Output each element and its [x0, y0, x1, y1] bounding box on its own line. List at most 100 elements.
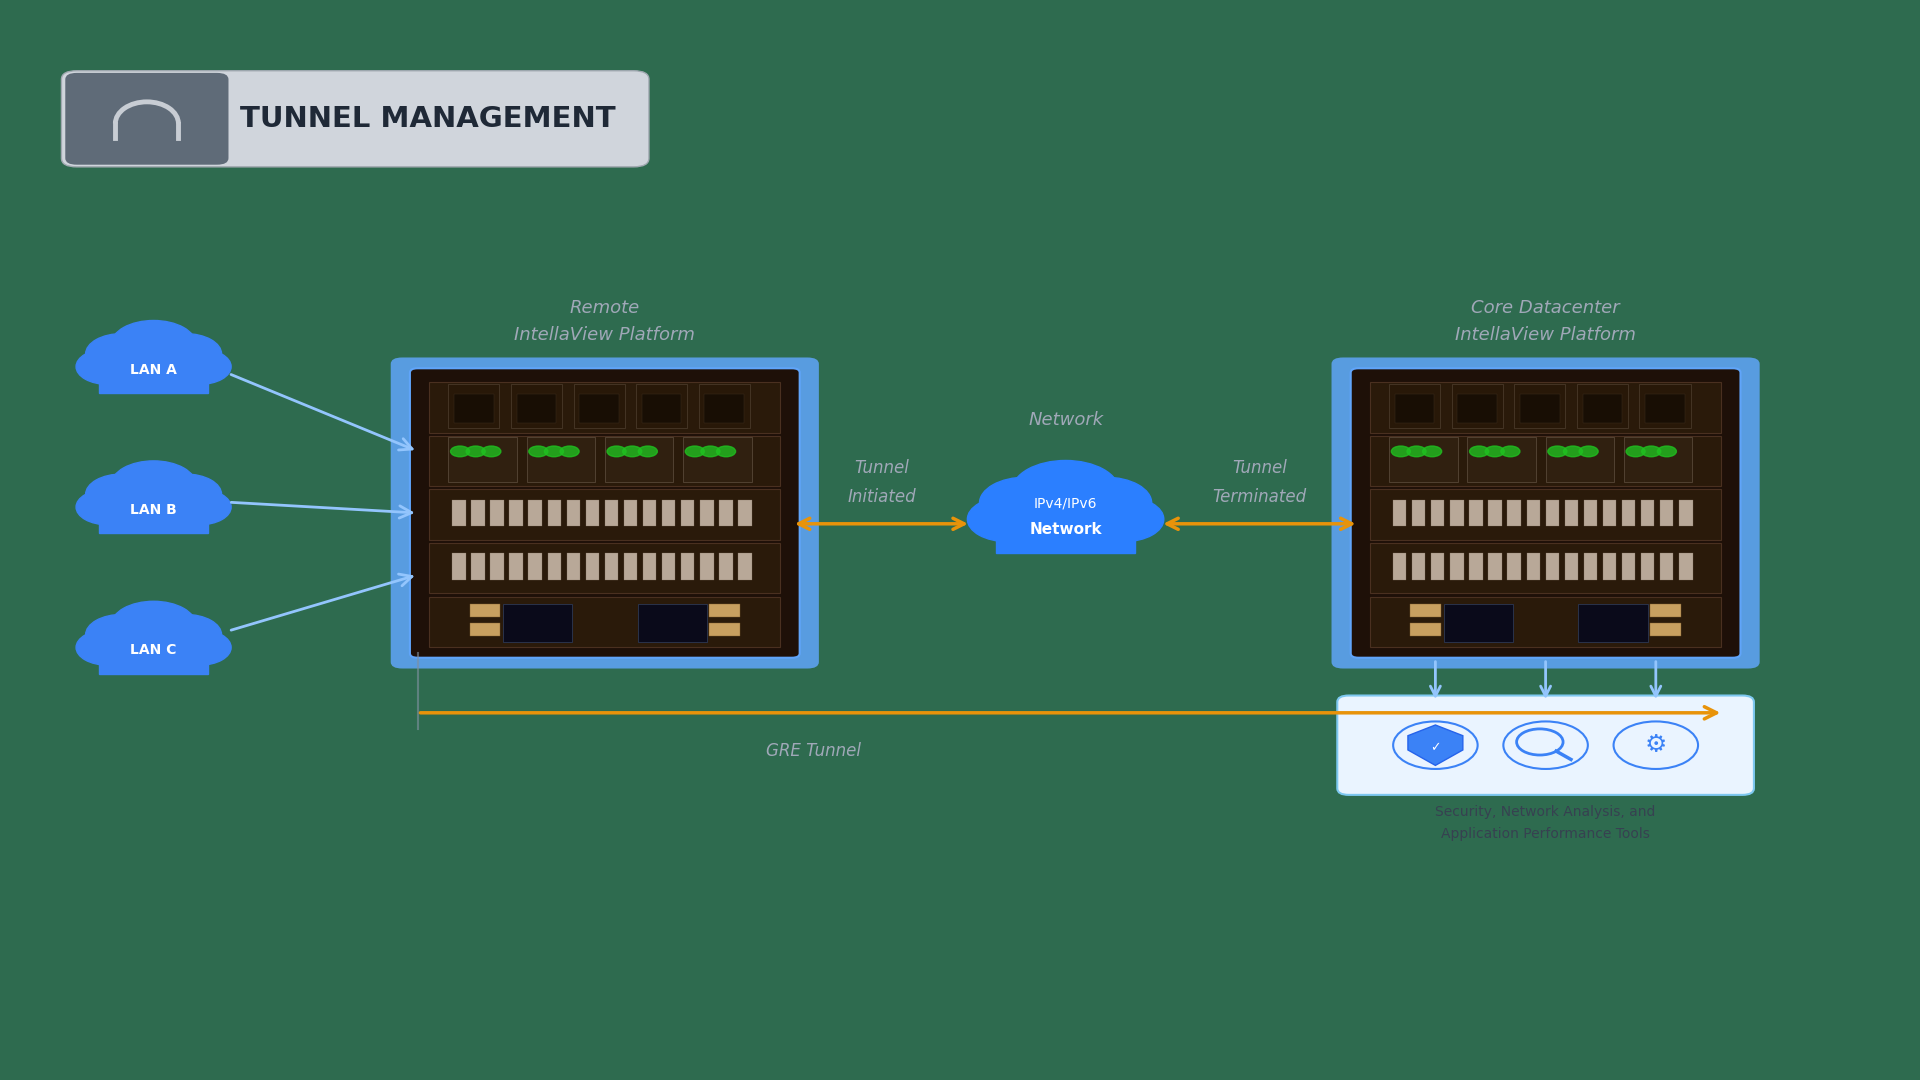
Circle shape: [637, 446, 657, 457]
Bar: [509, 500, 522, 526]
Bar: [1430, 553, 1444, 580]
Bar: [1411, 500, 1425, 526]
Bar: [470, 604, 501, 618]
Circle shape: [77, 349, 138, 384]
Circle shape: [1041, 489, 1135, 542]
Bar: [470, 553, 484, 580]
Bar: [503, 604, 572, 642]
Bar: [1603, 500, 1617, 526]
Bar: [100, 507, 207, 534]
Text: Application Performance Tools: Application Performance Tools: [1442, 827, 1649, 840]
Circle shape: [451, 446, 470, 457]
Circle shape: [622, 446, 641, 457]
Bar: [1649, 604, 1680, 618]
Bar: [624, 500, 637, 526]
Bar: [708, 604, 739, 618]
Bar: [682, 500, 695, 526]
Circle shape: [100, 483, 173, 525]
FancyBboxPatch shape: [411, 368, 799, 658]
FancyBboxPatch shape: [392, 357, 818, 669]
Circle shape: [150, 474, 221, 515]
Text: TUNNEL MANAGEMENT: TUNNEL MANAGEMENT: [240, 105, 616, 133]
Circle shape: [561, 446, 580, 457]
Bar: [739, 500, 753, 526]
Text: IntellaView Platform: IntellaView Platform: [515, 326, 695, 343]
Bar: [528, 500, 541, 526]
Circle shape: [979, 477, 1071, 529]
Text: Terminated: Terminated: [1212, 488, 1306, 505]
Text: ⚙: ⚙: [1645, 733, 1667, 757]
Bar: [1515, 384, 1565, 429]
Text: IPv4/IPv6: IPv4/IPv6: [1033, 496, 1098, 510]
Circle shape: [169, 630, 230, 665]
Bar: [528, 553, 541, 580]
Text: LAN B: LAN B: [131, 503, 177, 517]
Bar: [1680, 500, 1693, 526]
Circle shape: [482, 446, 501, 457]
Bar: [1649, 623, 1680, 636]
Text: ✓: ✓: [1430, 741, 1440, 754]
Bar: [547, 500, 561, 526]
FancyBboxPatch shape: [1336, 696, 1755, 795]
Circle shape: [86, 615, 157, 656]
FancyBboxPatch shape: [1352, 368, 1741, 658]
Bar: [1526, 553, 1540, 580]
Circle shape: [1012, 460, 1119, 521]
Bar: [1371, 596, 1722, 647]
Circle shape: [150, 615, 221, 656]
Bar: [1452, 384, 1503, 429]
Bar: [1450, 553, 1463, 580]
Bar: [699, 384, 749, 429]
Circle shape: [528, 446, 547, 457]
Bar: [1371, 436, 1722, 486]
Bar: [1390, 437, 1457, 482]
Circle shape: [77, 489, 138, 525]
Text: Initiated: Initiated: [847, 488, 916, 505]
Bar: [684, 437, 751, 482]
Bar: [526, 437, 595, 482]
Bar: [1546, 553, 1559, 580]
Bar: [490, 500, 503, 526]
Circle shape: [100, 342, 173, 384]
Circle shape: [701, 446, 720, 457]
Bar: [509, 553, 522, 580]
Circle shape: [996, 489, 1091, 542]
Bar: [516, 393, 557, 423]
Circle shape: [545, 446, 563, 457]
Circle shape: [134, 342, 207, 384]
Bar: [1645, 393, 1686, 423]
Bar: [455, 393, 493, 423]
Bar: [1521, 393, 1559, 423]
Bar: [430, 436, 780, 486]
Bar: [490, 553, 503, 580]
Bar: [566, 553, 580, 580]
Bar: [430, 596, 780, 647]
Bar: [547, 553, 561, 580]
Circle shape: [111, 321, 196, 368]
Circle shape: [607, 446, 626, 457]
Bar: [470, 500, 484, 526]
Bar: [1457, 393, 1498, 423]
Bar: [1411, 553, 1425, 580]
Circle shape: [169, 489, 230, 525]
Bar: [580, 393, 618, 423]
Bar: [641, 393, 682, 423]
Bar: [708, 623, 739, 636]
Text: Network: Network: [1029, 522, 1102, 537]
FancyBboxPatch shape: [65, 72, 228, 164]
Bar: [1394, 393, 1434, 423]
Bar: [1394, 500, 1405, 526]
Bar: [449, 384, 499, 429]
FancyBboxPatch shape: [61, 71, 649, 166]
Bar: [430, 489, 780, 540]
Text: Security, Network Analysis, and: Security, Network Analysis, and: [1436, 806, 1655, 819]
Bar: [720, 500, 733, 526]
Bar: [566, 500, 580, 526]
Bar: [1390, 384, 1440, 429]
Circle shape: [1563, 446, 1582, 457]
Bar: [453, 553, 465, 580]
Circle shape: [716, 446, 735, 457]
Bar: [1411, 604, 1442, 618]
Bar: [1411, 623, 1442, 636]
Text: GRE Tunnel: GRE Tunnel: [766, 742, 860, 759]
